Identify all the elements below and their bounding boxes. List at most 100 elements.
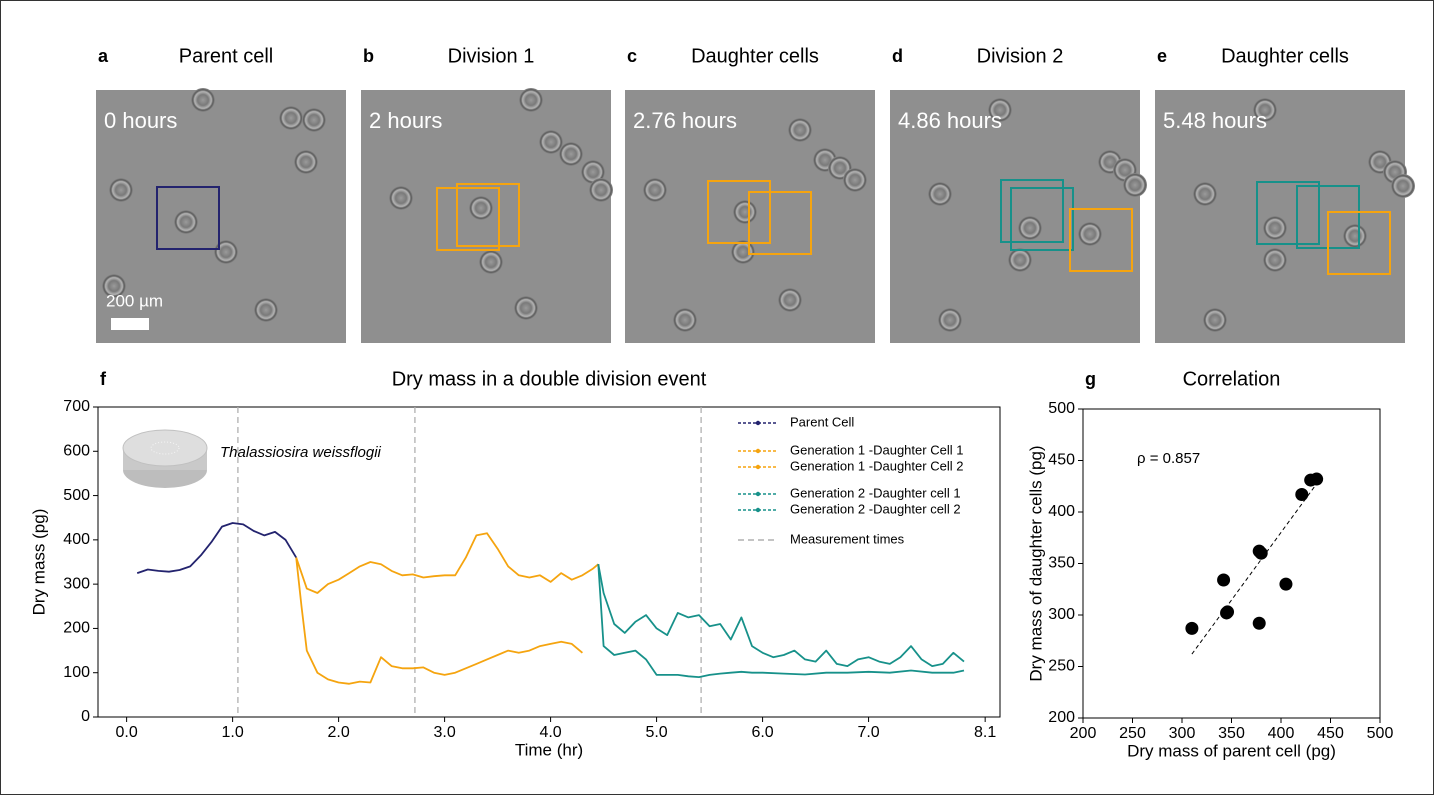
x-tick-label: 0.0 [115, 724, 137, 741]
panel-letter: b [363, 46, 374, 66]
y-tick-label: 250 [1048, 658, 1075, 675]
x-tick-label: 8.1 [974, 724, 996, 741]
cell [519, 88, 543, 112]
micrograph [1155, 90, 1405, 343]
cell [938, 308, 962, 332]
panel-title: Division 1 [448, 45, 535, 67]
panel-letter: d [892, 46, 903, 66]
time-label: 4.86 hours [898, 108, 1002, 133]
cell [102, 274, 126, 298]
x-tick-label: 200 [1070, 725, 1097, 742]
y-tick-label: 400 [1048, 503, 1075, 520]
y-tick-label: 500 [1048, 400, 1075, 417]
x-tick-label: 1.0 [221, 724, 243, 741]
series-line [597, 564, 965, 667]
y-tick-label: 450 [1048, 452, 1075, 469]
x-tick-label: 7.0 [857, 724, 879, 741]
cell [1391, 174, 1415, 198]
x-tick-label: 5.0 [645, 724, 667, 741]
x-tick-label: 2.0 [327, 724, 349, 741]
time-label: 0 hours [104, 108, 177, 133]
time-label: 2.76 hours [633, 108, 737, 133]
panel-letter: c [627, 46, 637, 66]
cell [843, 168, 867, 192]
scatter-point [1217, 573, 1231, 587]
cell [1078, 222, 1102, 246]
cell [788, 118, 812, 142]
cell [1008, 248, 1032, 272]
series-line [597, 564, 965, 678]
series-line [136, 522, 297, 574]
x-axis-label: Dry mass of parent cell (pg) [1127, 741, 1336, 760]
annotation: Thalassiosira weissflogii [220, 444, 382, 461]
legend-label: Measurement times [790, 531, 905, 546]
chart-title: Correlation [1183, 368, 1281, 390]
y-tick-label: 700 [63, 398, 90, 415]
y-tick-label: 300 [63, 575, 90, 592]
time-label: 5.48 hours [1163, 108, 1267, 133]
cell [191, 88, 215, 112]
panel-letter: e [1157, 46, 1167, 66]
cell [514, 296, 538, 320]
tracking-box [156, 186, 220, 250]
cell [1263, 248, 1287, 272]
tracking-box [1256, 181, 1320, 245]
tracking-box [1000, 179, 1064, 243]
tracking-box [1069, 208, 1133, 272]
panel-title: Parent cell [179, 45, 274, 67]
cell [1123, 173, 1147, 197]
cell [1263, 216, 1287, 240]
panel-letter: f [100, 369, 107, 389]
y-tick-label: 200 [1048, 709, 1075, 726]
cell [1343, 224, 1367, 248]
series-line [295, 532, 599, 594]
cell [733, 200, 757, 224]
annotation: ρ = 0.857 [1137, 450, 1200, 467]
x-tick-label: 450 [1317, 725, 1344, 742]
cell [254, 298, 278, 322]
cell [778, 288, 802, 312]
y-tick-label: 300 [1048, 606, 1075, 623]
scatter-point [1254, 546, 1268, 560]
cell [389, 186, 413, 210]
cell [1253, 98, 1277, 122]
tracking-box [1327, 211, 1391, 275]
plot-frame [1082, 408, 1381, 719]
x-tick-label: 500 [1367, 725, 1394, 742]
tracking-box [456, 183, 520, 247]
scale-bar [111, 318, 149, 330]
cell [581, 160, 605, 184]
legend-swatch [755, 491, 761, 497]
scatter-point [1310, 472, 1324, 486]
cell [302, 108, 326, 132]
panel-title: Division 2 [977, 45, 1064, 67]
series-line [295, 557, 583, 685]
x-axis-label: Time (hr) [515, 740, 583, 759]
x-tick-label: 4.0 [539, 724, 561, 741]
cell [174, 210, 198, 234]
legend-swatch [755, 448, 761, 454]
scatter-point [1252, 616, 1266, 630]
tracking-box [707, 180, 771, 244]
legend-swatch [755, 464, 761, 470]
y-tick-label: 600 [63, 443, 90, 460]
chart-title: Dry mass in a double division event [392, 368, 707, 390]
plot-frame [97, 406, 1001, 718]
scatter-point [1221, 605, 1235, 619]
x-tick-label: 400 [1268, 725, 1295, 742]
legend-label: Generation 2 -Daughter cell 2 [790, 501, 961, 516]
cell [479, 250, 503, 274]
tracking-box [748, 191, 812, 255]
x-tick-label: 6.0 [751, 724, 773, 741]
y-tick-label: 0 [81, 708, 90, 725]
cell [469, 196, 493, 220]
tracking-box [436, 187, 500, 251]
legend-swatch [755, 507, 761, 513]
panel-title: Daughter cells [1221, 45, 1349, 67]
scale-bar-label: 200 µm [106, 291, 163, 310]
x-tick-label: 3.0 [433, 724, 455, 741]
scatter-point [1295, 487, 1309, 501]
scatter-point [1279, 577, 1293, 591]
cell [1018, 216, 1042, 240]
